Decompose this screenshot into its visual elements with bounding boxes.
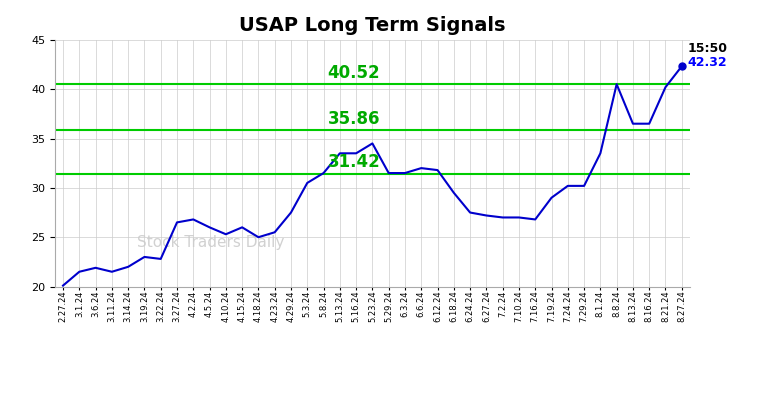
Text: 42.32: 42.32 (688, 56, 727, 69)
Text: Stock Traders Daily: Stock Traders Daily (137, 235, 285, 250)
Text: 40.52: 40.52 (328, 64, 380, 82)
Text: 35.86: 35.86 (328, 109, 380, 127)
Title: USAP Long Term Signals: USAP Long Term Signals (239, 16, 506, 35)
Text: 31.42: 31.42 (328, 153, 380, 172)
Text: 15:50: 15:50 (688, 42, 728, 55)
